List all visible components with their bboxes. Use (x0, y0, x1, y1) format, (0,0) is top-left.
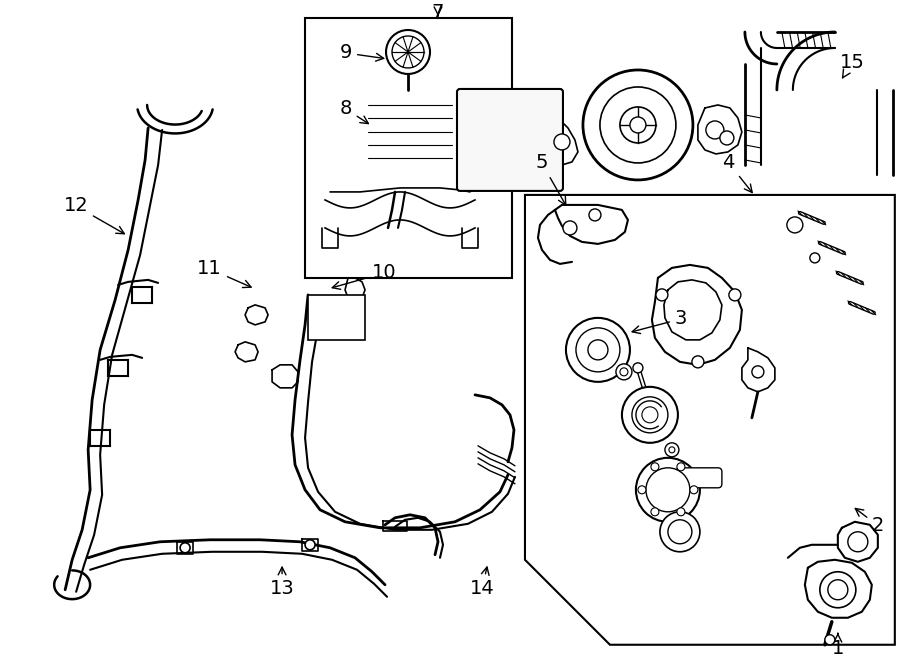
Circle shape (392, 36, 424, 68)
Circle shape (820, 572, 856, 607)
Circle shape (720, 131, 733, 145)
Circle shape (646, 468, 690, 512)
FancyBboxPatch shape (676, 468, 722, 488)
Text: 14: 14 (470, 567, 494, 598)
Circle shape (692, 356, 704, 368)
Circle shape (642, 407, 658, 423)
Text: 6: 6 (633, 130, 654, 151)
Text: 8: 8 (339, 99, 368, 124)
Circle shape (651, 508, 659, 516)
Bar (308, 295, 365, 340)
Text: 13: 13 (270, 567, 294, 598)
Circle shape (729, 289, 741, 301)
Text: 9: 9 (339, 44, 383, 63)
Text: 5: 5 (536, 153, 566, 205)
Circle shape (752, 366, 764, 378)
Circle shape (810, 253, 820, 263)
Circle shape (589, 209, 601, 221)
Circle shape (656, 289, 668, 301)
Circle shape (588, 340, 608, 360)
Circle shape (554, 134, 570, 150)
Text: 4: 4 (723, 153, 752, 192)
Text: 7: 7 (432, 3, 445, 22)
FancyBboxPatch shape (457, 89, 563, 191)
Text: 11: 11 (197, 259, 251, 288)
Circle shape (600, 87, 676, 163)
Circle shape (632, 397, 668, 433)
Polygon shape (525, 195, 895, 644)
Circle shape (828, 580, 848, 600)
Circle shape (677, 508, 685, 516)
Circle shape (620, 368, 628, 376)
Text: 12: 12 (63, 196, 124, 234)
Circle shape (787, 217, 803, 233)
Circle shape (633, 363, 643, 373)
Circle shape (638, 486, 646, 494)
Circle shape (386, 30, 430, 74)
Circle shape (690, 486, 698, 494)
Text: 1: 1 (832, 633, 844, 658)
Circle shape (566, 318, 630, 382)
Circle shape (636, 458, 700, 522)
Text: 2: 2 (855, 508, 884, 535)
Circle shape (669, 447, 675, 453)
Circle shape (563, 221, 577, 235)
Circle shape (660, 512, 700, 552)
Circle shape (848, 532, 868, 552)
Circle shape (576, 328, 620, 372)
Circle shape (620, 107, 656, 143)
Circle shape (825, 635, 835, 644)
Circle shape (583, 70, 693, 180)
Circle shape (677, 463, 685, 471)
Circle shape (665, 443, 679, 457)
Text: 15: 15 (840, 54, 864, 78)
Circle shape (180, 543, 190, 553)
Bar (305, 18, 512, 278)
Circle shape (668, 520, 692, 544)
Text: 3: 3 (632, 309, 688, 334)
Circle shape (651, 463, 659, 471)
Circle shape (706, 121, 724, 139)
Circle shape (305, 540, 315, 550)
Circle shape (630, 117, 646, 133)
Text: 10: 10 (332, 263, 397, 290)
Circle shape (622, 387, 678, 443)
Circle shape (616, 364, 632, 380)
